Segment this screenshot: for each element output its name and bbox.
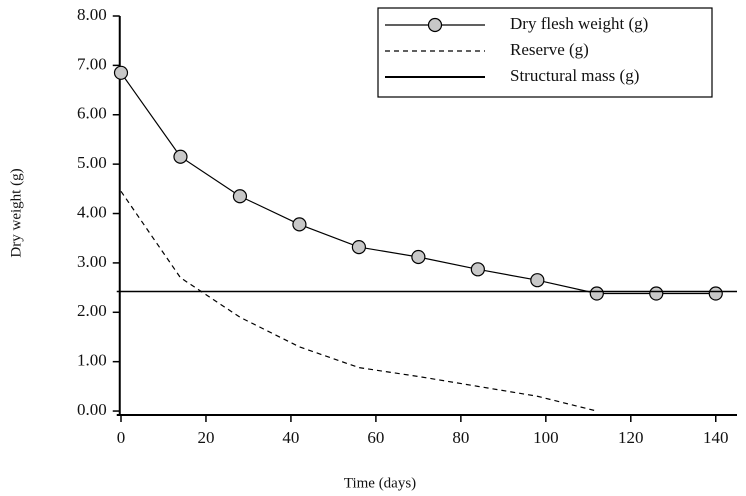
x-axis-label: Time (days) [344,475,416,491]
marker [470,262,485,277]
marker [351,240,367,255]
x-tick-label: 60 [367,428,384,447]
legend-marker [427,17,443,33]
y-axis-label: Dry weight (g) [8,168,24,257]
marker [530,273,545,288]
marker [232,189,248,204]
x-tick-label: 20 [197,428,214,447]
y-tick-label: 2.00 [77,301,107,320]
y-tick-label: 1.00 [77,351,107,370]
x-tick-label: 120 [618,428,644,447]
series-line [120,190,597,412]
legend-label: Reserve (g) [510,40,589,59]
marker [292,217,307,232]
marker [708,286,723,301]
x-tick-label: 0 [117,428,126,447]
y-tick-label: 5.00 [77,153,107,172]
marker [589,286,604,301]
y-tick-label: 3.00 [77,252,107,271]
marker [411,249,426,265]
marker [173,149,188,164]
marker [649,286,664,301]
x-tick-label: 140 [703,428,729,447]
y-tick-label: 6.00 [77,104,107,123]
y-tick-label: 4.00 [77,202,107,221]
marker [113,65,129,80]
legend-label: Structural mass (g) [510,66,639,85]
y-tick-label: 7.00 [77,54,107,73]
x-tick-label: 40 [282,428,299,447]
legend-label: Dry flesh weight (g) [510,14,648,33]
y-tick-label: 8.00 [77,5,107,24]
x-tick-label: 100 [533,428,559,447]
y-tick-label: 0.00 [77,400,107,419]
x-tick-label: 80 [452,428,469,447]
